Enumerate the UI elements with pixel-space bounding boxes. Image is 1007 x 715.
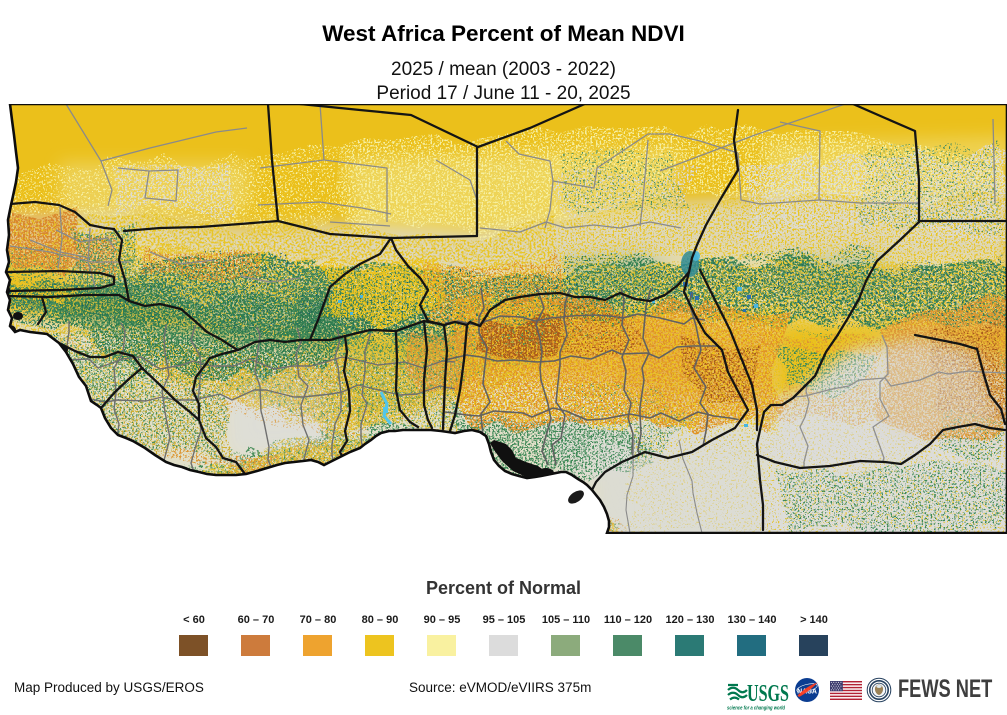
svg-text:USGS: USGS	[747, 681, 789, 707]
svg-text:science for a changing world: science for a changing world	[727, 706, 786, 712]
